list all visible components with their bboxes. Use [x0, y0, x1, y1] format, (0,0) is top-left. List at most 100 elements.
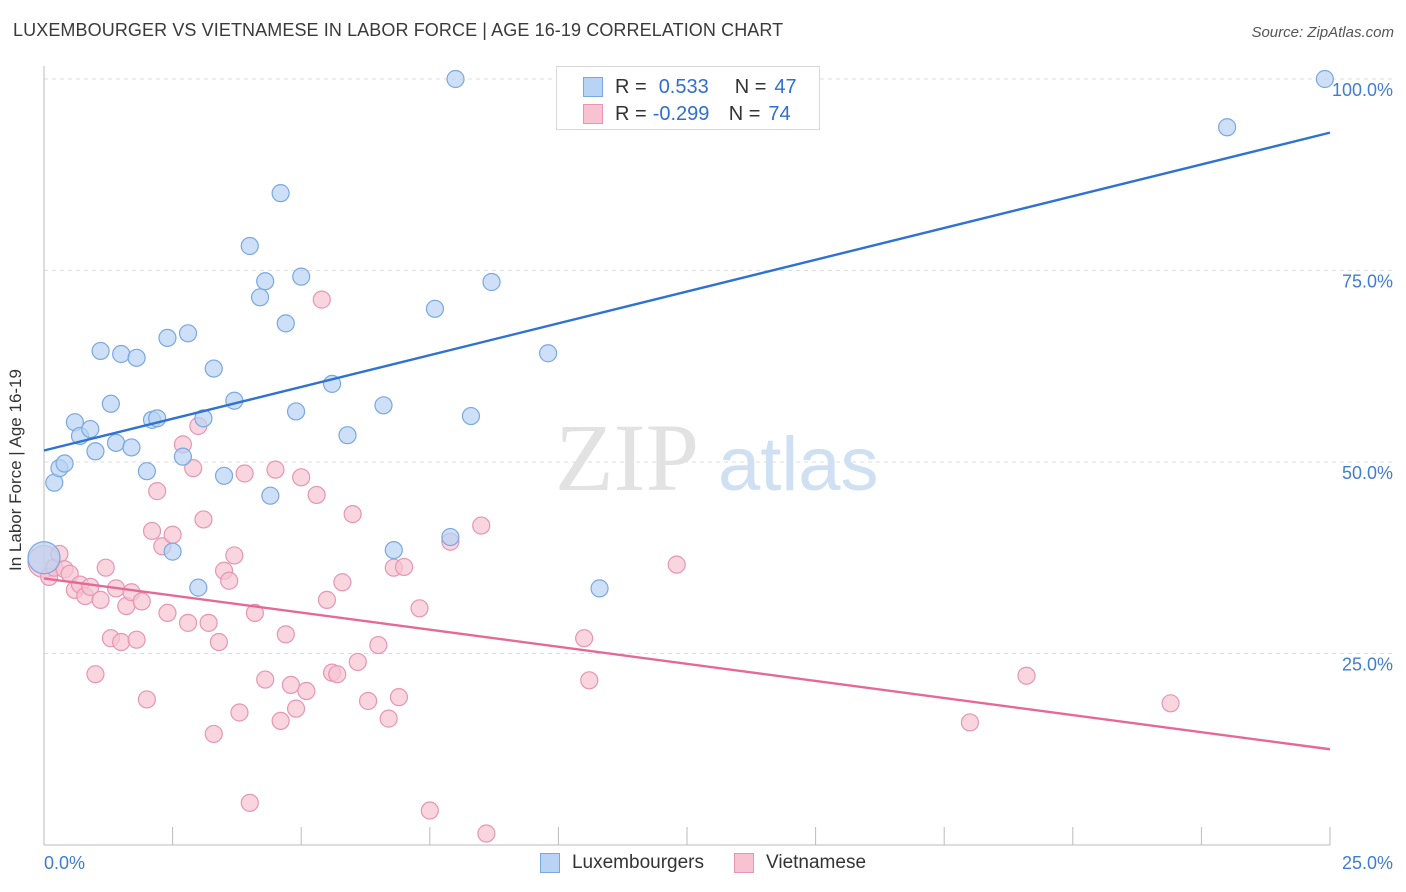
luxembourger-point — [286, 402, 306, 421]
luxembourger-point — [240, 236, 259, 256]
luxembourger-point — [338, 426, 357, 445]
vietnamese-point — [1161, 694, 1180, 713]
vietnamese-point — [199, 613, 218, 632]
vietnamese-point — [333, 573, 352, 592]
luxembourger-point — [178, 324, 198, 343]
luxembourger-point — [276, 314, 295, 333]
luxembourger-point — [250, 288, 270, 307]
luxembourger-point — [55, 454, 74, 473]
vietnamese-point — [394, 557, 414, 577]
legend-n-value: 74 — [768, 102, 791, 125]
vietnamese-point — [477, 824, 496, 843]
legend-label-vietnamese: Vietnamese — [766, 852, 867, 873]
source-note: Source: ZipAtlas.com — [1251, 24, 1394, 41]
legend-item-vietnamese[interactable]: Vietnamese — [734, 852, 866, 874]
legend-swatch-pink — [583, 104, 603, 124]
vietnamese-point — [281, 675, 301, 695]
vietnamese-point — [225, 546, 244, 565]
legend-n-label: N = — [734, 75, 767, 98]
vietnamese-point — [184, 459, 203, 478]
vietnamese-point — [328, 665, 347, 684]
legend-swatch-blue — [583, 77, 603, 97]
luxembourger-point — [261, 486, 280, 505]
legend-row-luxembourgers: R = 0.533 N = 47 — [583, 74, 797, 100]
luxembourger-point — [482, 272, 501, 292]
vietnamese-point — [209, 632, 228, 652]
vietnamese-point — [91, 590, 110, 609]
luxembourger-point — [163, 542, 182, 561]
vietnamese-point — [127, 630, 146, 649]
x-tick-label: 25.0% — [1342, 853, 1393, 873]
x-tick-label: 0.0% — [44, 853, 85, 873]
vietnamese-point — [148, 482, 167, 501]
watermark-atlas: atlas — [718, 422, 879, 507]
vietnamese-point — [266, 460, 285, 479]
vietnamese-point — [137, 690, 156, 709]
trend-lines — [43, 131, 1331, 751]
y-tick-label: 75.0% — [1342, 272, 1393, 292]
luxembourger-point — [137, 462, 156, 481]
tick-labels: 25.0% 50.0% 75.0% 100.0% 0.0% 25.0% — [44, 80, 1393, 873]
vietnamese-point — [307, 485, 326, 505]
vietnamese-point — [194, 510, 213, 529]
vietnamese-point — [580, 671, 599, 690]
vietnamese-point — [410, 599, 429, 618]
vietnamese-point — [389, 688, 409, 707]
vietnamese-point — [297, 681, 316, 701]
vietnamese-point — [1017, 666, 1036, 685]
y-axis-label: In Labor Force | Age 16-19 — [6, 369, 25, 571]
watermark: ZIP atlas — [555, 404, 879, 511]
legend-r-value: -0.299 — [652, 102, 710, 125]
luxembourger-point — [590, 579, 609, 598]
vietnamese-point — [348, 652, 367, 672]
vietnamese-point — [472, 516, 491, 535]
y-tick-label: 50.0% — [1342, 463, 1393, 483]
vietnamese-point — [220, 571, 239, 590]
y-tick-label: 100.0% — [1332, 80, 1393, 100]
series-legend: Luxembourgers Vietnamese — [0, 852, 1406, 874]
luxembourger-point — [425, 299, 445, 318]
axes — [43, 66, 1331, 846]
legend-row-vietnamese: R = -0.299 N = 74 — [583, 101, 791, 127]
vietnamese-trend-line — [43, 577, 1331, 751]
luxembourger-point — [189, 578, 208, 597]
luxembourger-point — [1218, 118, 1237, 137]
luxembourger-point — [86, 442, 105, 461]
vietnamese-point — [286, 699, 306, 718]
luxembourger-point — [446, 69, 465, 89]
luxembourger-point — [384, 540, 403, 560]
luxembourger-point — [112, 344, 131, 364]
chart-title: LUXEMBOURGER VS VIETNAMESE IN LABOR FORC… — [13, 20, 784, 40]
vietnamese-point — [369, 635, 388, 655]
luxembourger-point — [256, 272, 275, 291]
vietnamese-point — [142, 521, 162, 541]
luxembourger-point — [122, 438, 141, 457]
luxembourger-point — [214, 466, 234, 485]
luxembourger-point — [292, 267, 311, 286]
luxembourger-point — [173, 447, 192, 466]
vietnamese-point — [575, 629, 594, 648]
vietnamese-point — [163, 525, 182, 544]
luxembourger-point — [194, 409, 213, 428]
vietnamese-point — [343, 504, 362, 524]
luxembourger-point — [441, 527, 460, 547]
legend-item-luxembourgers[interactable]: Luxembourgers — [539, 852, 704, 874]
vietnamese-point — [312, 290, 331, 309]
luxembourger-point — [539, 344, 558, 363]
vietnamese-point — [960, 713, 980, 732]
luxembourger-point — [204, 359, 223, 378]
luxembourger-point — [91, 341, 110, 361]
vietnamese-point — [112, 632, 131, 652]
legend-r-label: R = — [615, 102, 647, 125]
watermark-zip: ZIP — [555, 404, 699, 511]
vietnamese-points — [27, 290, 1180, 843]
vietnamese-point — [235, 464, 254, 483]
luxembourger-points — [27, 69, 1334, 598]
vietnamese-point — [379, 709, 398, 728]
luxembourger-trend-line — [43, 131, 1331, 452]
luxembourger-point — [81, 419, 100, 439]
luxembourger-point — [106, 433, 126, 452]
vietnamese-point — [158, 603, 177, 623]
luxembourger-point — [271, 184, 290, 203]
